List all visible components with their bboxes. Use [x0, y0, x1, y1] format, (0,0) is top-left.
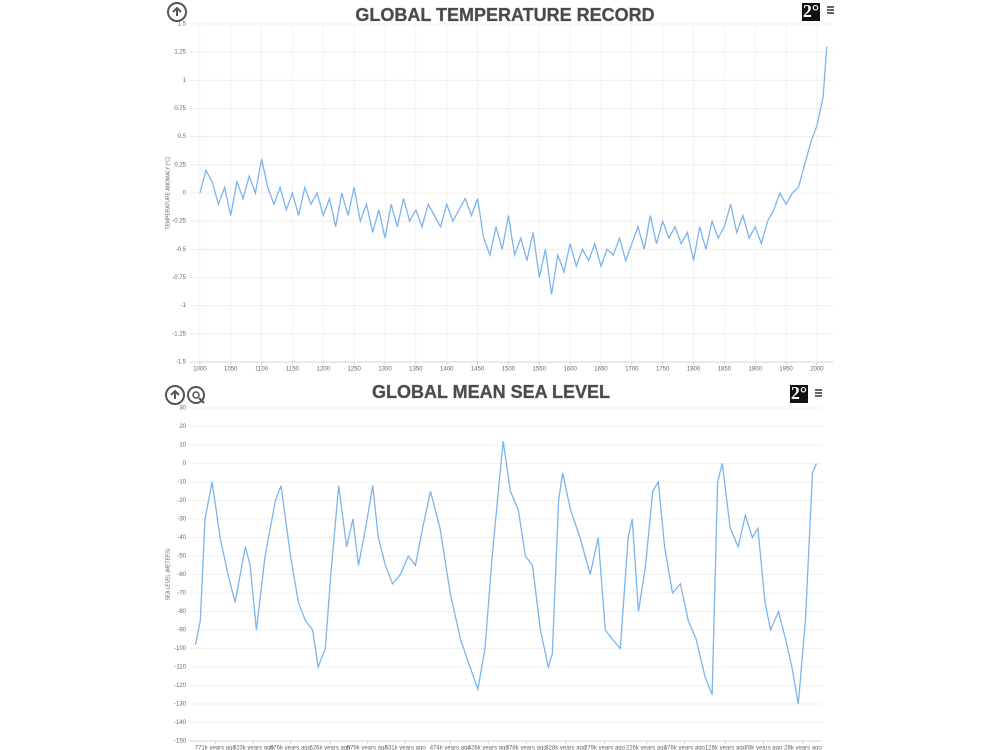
x-tick-label: 771k years ago — [195, 746, 237, 750]
y-tick-label: -50 — [177, 554, 186, 560]
zoom-icon[interactable] — [187, 386, 205, 404]
x-tick-label: 1400 — [440, 367, 454, 373]
x-tick-label: 1950 — [779, 367, 793, 373]
x-tick-label: 328k years ago — [545, 746, 587, 750]
x-tick-label: 426k years ago — [468, 746, 510, 750]
y-tick-label: 1.25 — [174, 50, 186, 56]
y-tick-label: -20 — [177, 498, 186, 504]
y-tick-label: 0.5 — [178, 134, 187, 140]
x-tick-label: 126k years ago — [705, 746, 747, 750]
y-tick-label: -1 — [181, 303, 187, 309]
x-tick-label: 1150 — [286, 367, 300, 373]
x-tick-label: 1500 — [502, 367, 516, 373]
y-tick-label: -1.5 — [176, 360, 187, 366]
y-tick-label: -70 — [177, 591, 186, 597]
y-tick-label: -60 — [177, 572, 186, 578]
y-tick-label: 0.25 — [174, 162, 186, 168]
x-tick-label: 378k years ago — [506, 746, 548, 750]
x-tick-label: 676k years ago — [270, 746, 312, 750]
x-tick-label: 1850 — [718, 367, 732, 373]
history-icon[interactable] — [167, 2, 187, 22]
y-tick-label: 0.75 — [174, 106, 186, 112]
y-tick-label: 10 — [179, 443, 186, 449]
logo-box — [790, 385, 808, 403]
x-tick-label: 626k years ago — [309, 746, 351, 750]
x-tick-label: 1100 — [255, 367, 269, 373]
x-tick-label: 579k years ago — [347, 746, 389, 750]
x-tick-label: 178k years ago — [664, 746, 706, 750]
x-tick-label: 723k years ago — [233, 746, 275, 750]
x-tick-label: 2000 — [810, 367, 824, 373]
x-tick-label: 1300 — [378, 367, 392, 373]
chart-title: GLOBAL TEMPERATURE RECORD — [355, 5, 654, 25]
y-tick-label: -90 — [177, 628, 186, 634]
x-tick-label: 1700 — [625, 367, 639, 373]
y-tick-label: -150 — [174, 739, 187, 745]
chart-title: GLOBAL MEAN SEA LEVEL — [372, 382, 610, 402]
x-tick-label: 1750 — [656, 367, 670, 373]
y-tick-label: -100 — [174, 646, 187, 652]
menu-icon[interactable] — [815, 389, 822, 397]
logo-box — [802, 3, 820, 21]
x-tick-label: 78k years ago — [745, 746, 783, 750]
x-tick-label: 1600 — [563, 367, 577, 373]
y-tick-label: -80 — [177, 609, 186, 615]
x-tick-label: 226k years ago — [626, 746, 668, 750]
y-axis-label: TEMPERATURE ANOMALY (°C) — [165, 156, 171, 229]
x-tick-label: 1550 — [533, 367, 547, 373]
y-tick-label: -140 — [174, 720, 187, 726]
y-tick-label: -0.25 — [172, 219, 186, 225]
y-tick-label: -30 — [177, 517, 186, 523]
line — [194, 441, 818, 705]
y-tick-label: 1 — [183, 78, 187, 84]
y-tick-label: -1.25 — [172, 331, 186, 337]
logo: 2° — [791, 383, 807, 403]
x-tick-label: 279k years ago — [584, 746, 626, 750]
y-tick-label: -40 — [177, 535, 186, 541]
y-tick-label: -110 — [174, 665, 186, 671]
y-tick-label: 1.5 — [178, 22, 187, 28]
x-tick-label: 28k years ago — [784, 746, 822, 750]
x-tick-label: 1350 — [409, 367, 423, 373]
x-tick-label: 531k years ago — [385, 746, 427, 750]
y-tick-label: -0.75 — [172, 275, 186, 281]
y-tick-label: 0 — [183, 191, 187, 197]
y-tick-label: 30 — [179, 406, 186, 412]
y-axis-label: SEA LEVEL (METERS) — [165, 548, 171, 600]
y-tick-label: -130 — [174, 702, 187, 708]
y-tick-label: -10 — [177, 480, 186, 486]
menu-icon[interactable] — [827, 6, 834, 14]
x-tick-label: 1450 — [471, 367, 485, 373]
history-icon[interactable] — [165, 385, 185, 405]
x-tick-label: 1050 — [224, 367, 238, 373]
x-tick-label: 1200 — [317, 367, 331, 373]
y-tick-label: 0 — [183, 461, 187, 467]
x-tick-label: 1650 — [594, 367, 608, 373]
x-tick-label: 1900 — [749, 367, 763, 373]
y-tick-label: -0.5 — [176, 247, 187, 253]
x-tick-label: 1250 — [347, 367, 361, 373]
x-tick-label: 474k years ago — [430, 746, 472, 750]
x-tick-label: 1800 — [687, 367, 701, 373]
logo: 2° — [803, 1, 819, 21]
y-tick-label: -120 — [174, 683, 187, 689]
line — [199, 46, 828, 295]
x-tick-label: 1000 — [193, 367, 207, 373]
y-tick-label: 20 — [179, 424, 186, 430]
